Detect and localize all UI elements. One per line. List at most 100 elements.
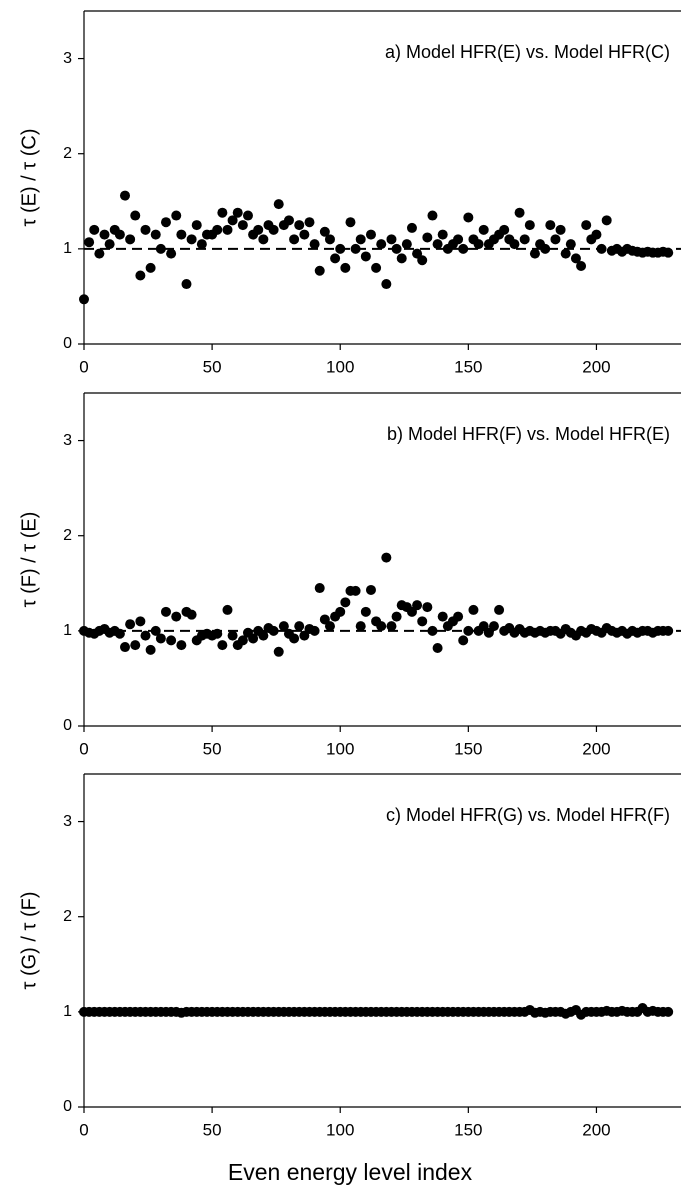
x-tick-label: 200 <box>582 1120 610 1139</box>
point <box>663 247 674 258</box>
point <box>79 294 89 305</box>
point <box>478 224 489 235</box>
point <box>196 239 207 250</box>
point <box>591 229 602 240</box>
point <box>432 642 443 653</box>
point <box>596 243 607 254</box>
y-tick-label: 3 <box>63 813 72 830</box>
point <box>324 621 335 632</box>
y-tick-label: 2 <box>63 908 72 925</box>
point <box>324 234 335 245</box>
point <box>412 600 423 611</box>
point <box>468 604 479 615</box>
annotation: a) Model HFR(E) vs. Model HFR(C) <box>385 42 670 62</box>
point <box>150 229 161 240</box>
point <box>453 611 464 622</box>
y-axis-label: τ (F) / τ (E) <box>18 512 40 608</box>
point <box>176 229 187 240</box>
point <box>212 224 223 235</box>
point <box>258 234 269 245</box>
point <box>509 239 520 250</box>
point <box>437 229 448 240</box>
point <box>576 260 587 271</box>
x-axis-label: Even energy level index <box>228 1159 473 1185</box>
point <box>212 628 223 639</box>
point <box>253 224 264 235</box>
point <box>376 621 387 632</box>
y-tick-label: 1 <box>63 622 72 639</box>
point <box>304 217 315 228</box>
point <box>89 224 100 235</box>
x-tick-label: 0 <box>79 1120 88 1139</box>
point <box>519 234 530 245</box>
point <box>227 630 238 641</box>
y-tick-label: 0 <box>63 1098 72 1115</box>
y-tick-label: 0 <box>63 717 72 734</box>
point <box>570 253 581 264</box>
x-tick-label: 50 <box>203 739 222 758</box>
point <box>309 239 320 250</box>
point <box>330 253 341 264</box>
point <box>458 243 469 254</box>
x-tick-label: 150 <box>454 739 482 758</box>
point <box>314 583 325 594</box>
point <box>345 217 356 228</box>
point <box>463 625 474 636</box>
point <box>191 220 202 231</box>
point <box>376 239 387 250</box>
point <box>104 239 115 250</box>
point <box>524 220 535 231</box>
point <box>365 229 376 240</box>
point <box>171 611 182 622</box>
point <box>273 646 284 657</box>
point <box>340 597 351 608</box>
point <box>360 606 371 617</box>
point <box>299 229 310 240</box>
x-tick-label: 150 <box>454 1120 482 1139</box>
x-tick-label: 50 <box>203 357 222 376</box>
point <box>160 606 171 617</box>
y-axis-label: τ (G) / τ (F) <box>18 892 40 990</box>
point <box>381 552 392 563</box>
point <box>94 248 105 259</box>
point <box>663 1006 674 1017</box>
x-tick-label: 0 <box>79 739 88 758</box>
point <box>155 243 166 254</box>
point <box>166 635 177 646</box>
point <box>181 279 192 290</box>
point <box>217 640 228 651</box>
point <box>278 621 289 632</box>
point <box>386 234 397 245</box>
point <box>119 190 130 201</box>
y-tick-label: 2 <box>63 145 72 162</box>
x-tick-label: 100 <box>326 357 354 376</box>
point <box>458 635 469 646</box>
point <box>499 224 510 235</box>
point <box>145 262 156 273</box>
y-tick-label: 1 <box>63 1003 72 1020</box>
point <box>217 207 228 218</box>
point <box>222 224 233 235</box>
point <box>237 635 248 646</box>
point <box>335 606 346 617</box>
point <box>130 210 141 221</box>
point <box>427 210 438 221</box>
point <box>335 243 346 254</box>
point <box>155 633 166 644</box>
point <box>601 215 612 226</box>
point <box>99 229 110 240</box>
point <box>242 210 253 221</box>
point <box>391 243 402 254</box>
point <box>396 253 407 264</box>
y-tick-label: 3 <box>63 50 72 67</box>
x-tick-label: 0 <box>79 357 88 376</box>
point <box>381 279 392 290</box>
point <box>386 621 397 632</box>
point <box>119 642 130 653</box>
point <box>565 239 576 250</box>
point <box>463 212 474 223</box>
x-tick-label: 200 <box>582 739 610 758</box>
point <box>488 621 499 632</box>
point <box>268 224 279 235</box>
